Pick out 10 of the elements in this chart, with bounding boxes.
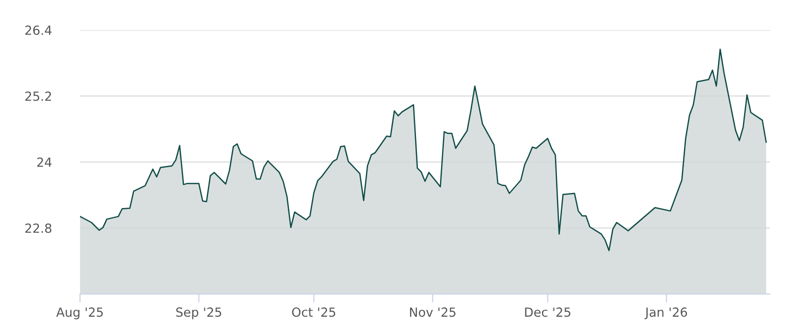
x-tick-label: Dec '25	[525, 307, 570, 317]
y-tick-label: 26.4	[25, 25, 52, 35]
y-tick-label: 22.8	[25, 223, 52, 233]
x-tick-label: Aug '25	[56, 307, 103, 320]
x-tick-label: Nov '25	[410, 307, 456, 317]
x-tick-label: Jan '26	[644, 307, 688, 320]
y-tick-label: 24	[37, 157, 52, 167]
x-tick-label: Oct '25	[292, 307, 336, 317]
x-tick-label: Sep '25	[176, 307, 222, 320]
y-tick-label: 25.2	[25, 91, 51, 101]
